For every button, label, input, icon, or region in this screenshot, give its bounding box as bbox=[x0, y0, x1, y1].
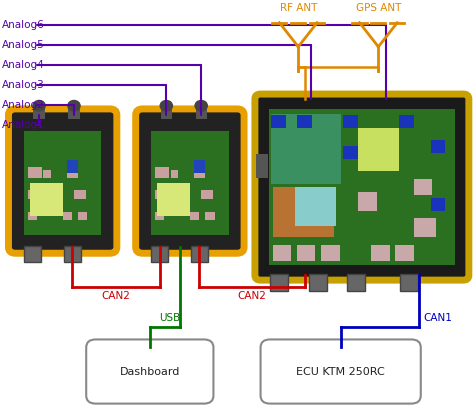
Bar bbox=[358, 128, 399, 171]
FancyBboxPatch shape bbox=[255, 94, 469, 280]
Bar bbox=[321, 245, 339, 261]
Text: ECU KTM 250RC: ECU KTM 250RC bbox=[296, 366, 385, 377]
Bar bbox=[358, 192, 377, 211]
Bar bbox=[194, 160, 205, 173]
Bar bbox=[256, 154, 268, 178]
Bar bbox=[155, 212, 164, 220]
Bar bbox=[171, 169, 178, 178]
Bar bbox=[194, 169, 205, 178]
Bar bbox=[295, 187, 336, 226]
Bar bbox=[191, 246, 208, 263]
Bar bbox=[28, 167, 42, 178]
Bar bbox=[66, 169, 78, 178]
Text: CAN1: CAN1 bbox=[423, 313, 452, 324]
Bar bbox=[43, 169, 51, 178]
Bar bbox=[309, 274, 327, 290]
Bar bbox=[343, 115, 358, 128]
Bar bbox=[430, 140, 446, 153]
FancyBboxPatch shape bbox=[136, 109, 244, 253]
Bar bbox=[271, 115, 286, 128]
Bar bbox=[30, 183, 63, 216]
Text: Dashboard: Dashboard bbox=[119, 366, 180, 377]
Bar bbox=[161, 105, 172, 119]
Bar bbox=[297, 245, 316, 261]
Text: USB: USB bbox=[159, 313, 181, 324]
Bar bbox=[273, 187, 334, 237]
Bar bbox=[63, 212, 72, 220]
FancyBboxPatch shape bbox=[9, 109, 117, 253]
Bar bbox=[157, 183, 190, 216]
FancyBboxPatch shape bbox=[261, 339, 421, 404]
Bar bbox=[155, 167, 169, 178]
Bar bbox=[196, 105, 207, 119]
Bar bbox=[24, 131, 101, 235]
Bar bbox=[66, 160, 78, 173]
Bar bbox=[201, 190, 213, 199]
Circle shape bbox=[33, 101, 45, 111]
Bar bbox=[347, 274, 365, 290]
Text: Analog2: Analog2 bbox=[2, 100, 45, 110]
Text: Analog1: Analog1 bbox=[2, 120, 45, 130]
Bar bbox=[64, 246, 81, 263]
Text: CAN2: CAN2 bbox=[101, 291, 130, 301]
Bar bbox=[151, 131, 228, 235]
Text: GPS ANT: GPS ANT bbox=[356, 3, 401, 13]
Bar bbox=[269, 109, 455, 265]
Bar bbox=[430, 198, 446, 211]
Text: RF ANT: RF ANT bbox=[280, 3, 317, 13]
Circle shape bbox=[160, 101, 173, 111]
Bar bbox=[270, 274, 288, 290]
Bar bbox=[34, 105, 45, 119]
Bar bbox=[190, 212, 199, 220]
Bar bbox=[343, 146, 358, 159]
Bar bbox=[74, 190, 86, 199]
Bar bbox=[155, 190, 163, 199]
Bar bbox=[28, 212, 37, 220]
Bar bbox=[371, 245, 390, 261]
Bar bbox=[414, 218, 436, 237]
Bar bbox=[205, 212, 215, 220]
Text: Analog5: Analog5 bbox=[2, 40, 45, 50]
Bar bbox=[273, 245, 292, 261]
Circle shape bbox=[195, 101, 207, 111]
Bar bbox=[151, 246, 168, 263]
Bar bbox=[24, 246, 41, 263]
Bar bbox=[399, 115, 414, 128]
Bar bbox=[28, 190, 36, 199]
Bar bbox=[68, 105, 80, 119]
Text: Analog4: Analog4 bbox=[2, 60, 45, 70]
Text: Analog6: Analog6 bbox=[2, 20, 45, 30]
Text: CAN2: CAN2 bbox=[238, 291, 267, 301]
Text: Analog3: Analog3 bbox=[2, 80, 45, 90]
FancyBboxPatch shape bbox=[86, 339, 213, 404]
Bar bbox=[271, 114, 341, 184]
Circle shape bbox=[68, 101, 80, 111]
Bar bbox=[78, 212, 87, 220]
Bar bbox=[400, 274, 418, 290]
Bar bbox=[414, 179, 432, 195]
Bar bbox=[395, 245, 414, 261]
Bar bbox=[297, 115, 312, 128]
